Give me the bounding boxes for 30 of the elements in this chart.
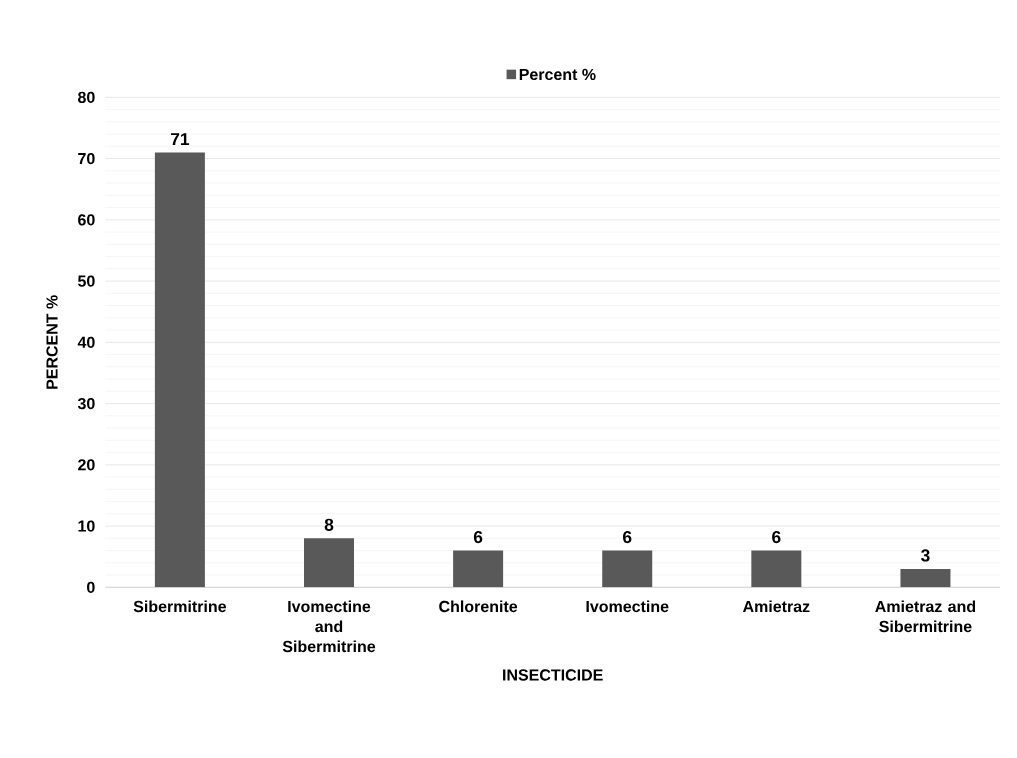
x-tick-label: Ivomectine and Sibermitrine — [282, 600, 376, 653]
x-tick-label: Sibermitrine — [133, 600, 227, 613]
y-tick-label: 20 — [78, 459, 95, 471]
x-tick-label: Ivomectine — [586, 600, 669, 613]
x-tick-label: Amietraz and Sibermitrine — [875, 600, 976, 633]
data-label: 6 — [623, 530, 632, 544]
x-tick-label: Amietraz — [742, 600, 810, 613]
y-tick-label: 10 — [78, 520, 95, 532]
data-label: 71 — [171, 133, 190, 146]
bar — [154, 152, 205, 588]
bar — [602, 550, 653, 588]
bar — [453, 550, 504, 588]
bar — [304, 538, 355, 588]
data-label: 3 — [921, 549, 930, 562]
y-tick-label: 70 — [78, 152, 95, 165]
y-tick-label: 30 — [77, 397, 95, 410]
data-label: 6 — [473, 530, 483, 544]
data-label: 6 — [772, 530, 781, 544]
y-tick-label: 80 — [78, 91, 95, 103]
bar — [751, 550, 802, 588]
y-tick-label: 50 — [78, 275, 95, 287]
y-tick-label: 60 — [78, 214, 95, 226]
x-tick-label: Chlorenite — [439, 600, 518, 613]
y-tick-label: 0 — [87, 581, 95, 593]
legend-label: Percent % — [519, 68, 596, 81]
y-tick-label: 40 — [77, 336, 95, 348]
x-axis-title: INSECTICIDE — [503, 669, 603, 681]
y-axis-title: PERCENT % — [46, 295, 58, 389]
data-label: 8 — [324, 518, 334, 531]
bar — [900, 568, 951, 588]
